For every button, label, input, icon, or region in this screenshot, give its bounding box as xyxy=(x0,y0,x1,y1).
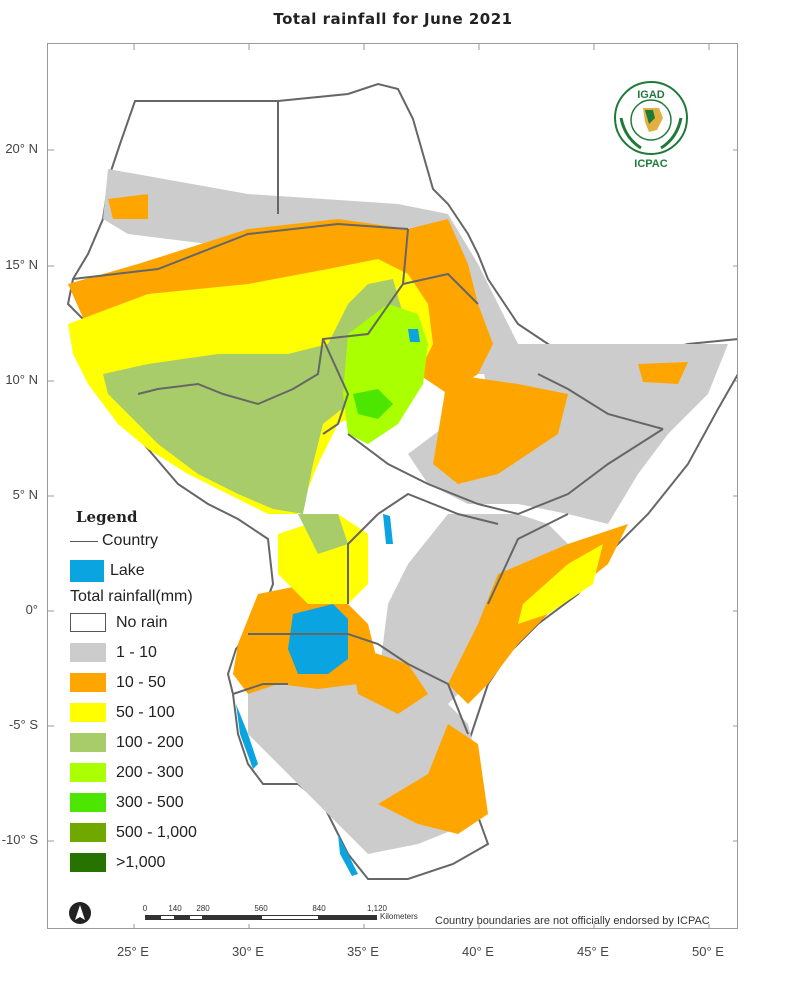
lat-tick-5s: -5° S xyxy=(8,717,38,732)
legend-class-6: 300 - 500 xyxy=(70,793,184,812)
logo-emblem-icon xyxy=(614,81,688,155)
lon-tick-45e: 45° E xyxy=(577,944,609,959)
legend-class-4: 100 - 200 xyxy=(70,733,184,752)
legend-class-label: 1 - 10 xyxy=(116,643,157,661)
legend-class-label: 100 - 200 xyxy=(116,733,184,751)
legend-class-label: 500 - 1,000 xyxy=(116,823,197,841)
scale-label-0: 0 xyxy=(142,904,148,913)
legend-class-label: >1,000 xyxy=(116,853,166,871)
swatch-10-50 xyxy=(70,673,106,692)
scale-label-280: 280 xyxy=(196,904,210,913)
scale-unit: Kilometers xyxy=(380,912,418,921)
lat-tick-15n: 15° N xyxy=(5,257,38,272)
legend-class-1: 1 - 10 xyxy=(70,643,157,662)
country-line-icon xyxy=(70,540,98,542)
swatch-300-500 xyxy=(70,793,106,812)
swatch-500-1000 xyxy=(70,823,106,842)
legend-lake: Lake xyxy=(70,560,145,582)
legend-lake-label: Lake xyxy=(110,562,145,579)
legend-rainfall-title: Total rainfall(mm) xyxy=(70,588,193,605)
north-arrow-icon xyxy=(69,902,91,924)
logo-icpac-text: ICPAC xyxy=(634,158,668,170)
legend-class-label: 50 - 100 xyxy=(116,703,175,721)
legend-country-label: Country xyxy=(102,532,159,549)
legend-class-label: 200 - 300 xyxy=(116,763,184,781)
logo-igad-text: IGAD xyxy=(637,89,665,101)
swatch-50-100 xyxy=(70,703,106,722)
legend-class-label: 10 - 50 xyxy=(116,673,166,691)
lat-tick-0: 0° xyxy=(25,602,38,617)
legend-class-0: No rain xyxy=(70,613,168,632)
lon-tick-40e: 40° E xyxy=(462,944,494,959)
lat-tick-20n: 20° N xyxy=(5,141,38,156)
swatch-over-1000 xyxy=(70,853,106,872)
boundary-disclaimer: Country boundaries are not officially en… xyxy=(435,915,710,927)
lon-tick-30e: 30° E xyxy=(232,944,264,959)
legend-class-5: 200 - 300 xyxy=(70,763,184,782)
map-frame xyxy=(47,43,738,929)
lon-tick-50e: 50° E xyxy=(692,944,724,959)
lake-victoria xyxy=(288,604,348,674)
scale-label-560: 560 xyxy=(254,904,268,913)
scale-label-1120: 1,120 xyxy=(366,904,388,913)
lon-tick-35e: 35° E xyxy=(347,944,379,959)
legend-class-2: 10 - 50 xyxy=(70,673,166,692)
lake-swatch xyxy=(70,560,104,582)
legend-title: Legend xyxy=(76,508,138,526)
legend-class-label: No rain xyxy=(116,613,168,631)
swatch-200-300 xyxy=(70,763,106,782)
scale-label-140: 140 xyxy=(168,904,182,913)
lon-tick-25e: 25° E xyxy=(117,944,149,959)
lat-tick-10n: 10° N xyxy=(5,372,38,387)
rainfall-map xyxy=(48,44,737,928)
legend-class-8: >1,000 xyxy=(70,853,165,872)
legend-class-3: 50 - 100 xyxy=(70,703,175,722)
legend-class-7: 500 - 1,000 xyxy=(70,823,197,842)
legend-country: Country xyxy=(70,532,158,550)
lat-tick-5n: 5° N xyxy=(12,487,38,502)
swatch-no-rain xyxy=(70,613,106,632)
map-title: Total rainfall for June 2021 xyxy=(273,10,513,28)
swatch-1-10 xyxy=(70,643,106,662)
igad-icpac-logo: IGAD ICPAC xyxy=(611,78,691,174)
scale-label-840: 840 xyxy=(312,904,326,913)
lat-tick-10s: -10° S xyxy=(1,832,38,847)
legend-class-label: 300 - 500 xyxy=(116,793,184,811)
swatch-100-200 xyxy=(70,733,106,752)
